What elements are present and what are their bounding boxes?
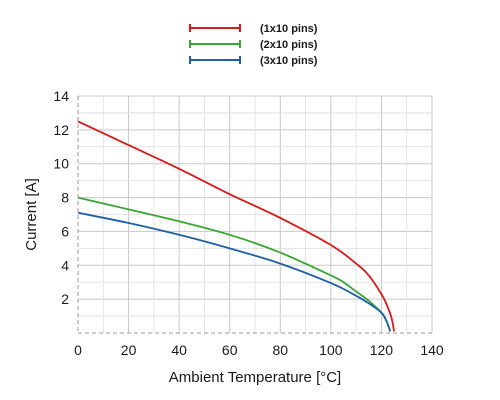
- y-tick-label: 4: [61, 257, 69, 273]
- x-tick-label: 100: [319, 342, 343, 358]
- x-tick-label: 140: [420, 342, 444, 358]
- legend: (1x10 pins) (2x10 pins) (3x10 pins): [189, 23, 318, 67]
- x-tick-label: 120: [370, 342, 394, 358]
- x-tick-label: 80: [272, 342, 288, 358]
- x-tick-label: 20: [121, 342, 137, 358]
- y-tick-label: 14: [53, 88, 69, 104]
- y-tick-label: 6: [61, 223, 69, 239]
- tick-labels: 0 20 40 60 80 100 120 140 2 4 6 8 10 12 14: [53, 88, 443, 358]
- series-line-2: [77, 196, 392, 332]
- legend-label-3: (3x10 pins): [260, 55, 318, 67]
- axes: [77, 96, 432, 334]
- x-tick-label: 0: [74, 342, 82, 358]
- legend-label-2: (2x10 pins): [260, 39, 318, 51]
- series-line-1: [77, 120, 395, 332]
- x-tick-label: 60: [222, 342, 238, 358]
- x-axis-title: Ambient Temperature [°C]: [169, 369, 341, 386]
- y-tick-label: 12: [53, 122, 69, 138]
- y-tick-label: 8: [61, 190, 69, 206]
- x-tick-label: 40: [171, 342, 187, 358]
- y-axis-title: Current [A]: [23, 178, 40, 251]
- y-tick-label: 10: [53, 156, 69, 172]
- series-line-3: [77, 211, 392, 332]
- grid: [78, 95, 433, 333]
- y-tick-label: 2: [61, 291, 69, 307]
- series-lines: [77, 120, 395, 332]
- legend-label-1: (1x10 pins): [260, 23, 318, 35]
